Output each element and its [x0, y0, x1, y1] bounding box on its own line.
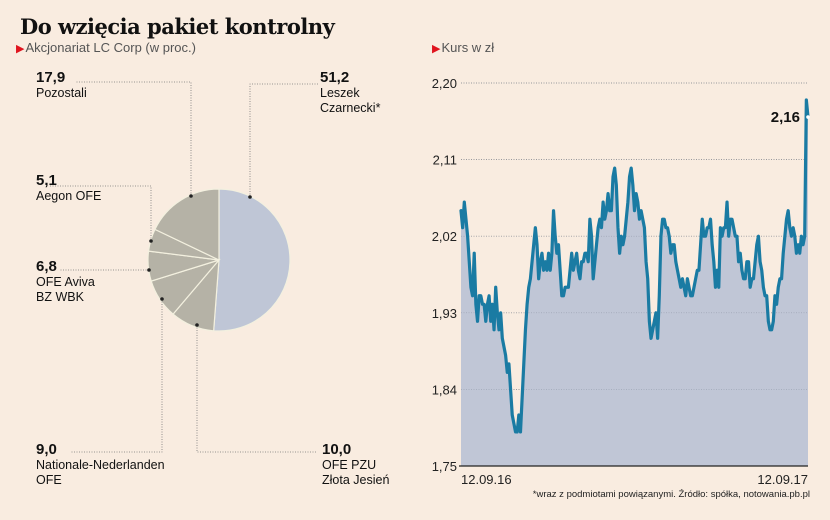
pie-label-name: Nationale-Nederlanden [36, 458, 165, 472]
pie-label-name: BZ WBK [36, 290, 84, 304]
pie-label-name: Aegon OFE [36, 189, 102, 203]
x-tick-label: 12.09.16 [461, 472, 512, 487]
price-line [459, 98, 810, 434]
pie-label-value: 17,9 [36, 69, 66, 86]
pie-label-pozostali: 17,9 Pozostali [36, 69, 87, 101]
y-tick-label: 1,93 [432, 306, 457, 321]
leader-line [50, 185, 152, 241]
y-tick-label: 1,84 [432, 382, 457, 397]
leader-dot [160, 297, 164, 301]
pie-leader-lines [50, 81, 318, 453]
pie-subtitle-text: Akcjonariat LC Corp (w proc.) [25, 40, 196, 55]
pie-label-name: OFE Aviva [36, 275, 95, 289]
y-tick-label: 2,02 [432, 229, 457, 244]
leader-dot [195, 323, 199, 327]
pie-label-aegon: 5,1 Aegon OFE [36, 172, 101, 204]
pie-label-value: 10,0 [322, 441, 352, 458]
pie-slice [154, 188, 220, 261]
price-chart: 1,75 1,84 1,93 2,02 2,11 2,20 12.09.16 12.09.17… [432, 76, 810, 487]
leader-line [196, 325, 316, 453]
price-area [461, 100, 808, 467]
pie-label-czarnecki: 51,2 Leszek Czarnecki* [320, 69, 380, 116]
leader-dot [147, 268, 151, 272]
y-tick-label: 1,75 [432, 459, 457, 474]
pie-label-name: OFE [36, 473, 62, 487]
last-value-label: 2,16 [771, 109, 800, 126]
pie-chart [147, 188, 291, 332]
footnote: *wraz z podmiotami powiązanymi. Źródło: … [532, 489, 810, 500]
pie-label-name: OFE PZU [322, 458, 377, 472]
pie-label-value: 6,8 [36, 258, 57, 275]
x-tick-label: 12.09.17 [757, 472, 808, 487]
pie-label-name: Pozostali [36, 86, 87, 100]
y-tick-label: 2,20 [432, 76, 457, 91]
leader-dot [189, 194, 193, 198]
pie-label-name: Leszek [320, 86, 360, 100]
y-tick-label: 2,11 [433, 153, 457, 168]
pie-label-pzu: 10,0 OFE PZU Złota Jesień [322, 441, 389, 488]
leader-line [76, 81, 192, 196]
pie-label-name: Złota Jesień [322, 473, 390, 487]
leader-line [249, 83, 318, 197]
leader-dot [248, 195, 252, 199]
pie-label-aviva: 6,8 OFE Aviva BZ WBK [36, 258, 95, 305]
red-triangle-icon: ▶ [432, 43, 441, 55]
pie-label-value: 51,2 [320, 69, 350, 86]
page-title: Do wzięcia pakiet kontrolny [20, 14, 335, 39]
pie-label-value: 9,0 [36, 441, 57, 458]
last-value-dot [806, 115, 810, 119]
red-triangle-icon: ▶ [16, 43, 25, 55]
pie-label-name: Czarnecki* [320, 101, 381, 115]
pie-subtitle: ▶Akcjonariat LC Corp (w proc.) [16, 40, 196, 55]
pie-slice [213, 188, 291, 332]
leader-dot [149, 239, 153, 243]
pie-label-value: 5,1 [36, 172, 57, 189]
line-subtitle: ▶Kurs w zł [432, 40, 494, 55]
line-subtitle-text: Kurs w zł [441, 40, 495, 55]
pie-label-nn: 9,0 Nationale-Nederlanden OFE [36, 441, 165, 488]
leader-line [70, 299, 163, 453]
